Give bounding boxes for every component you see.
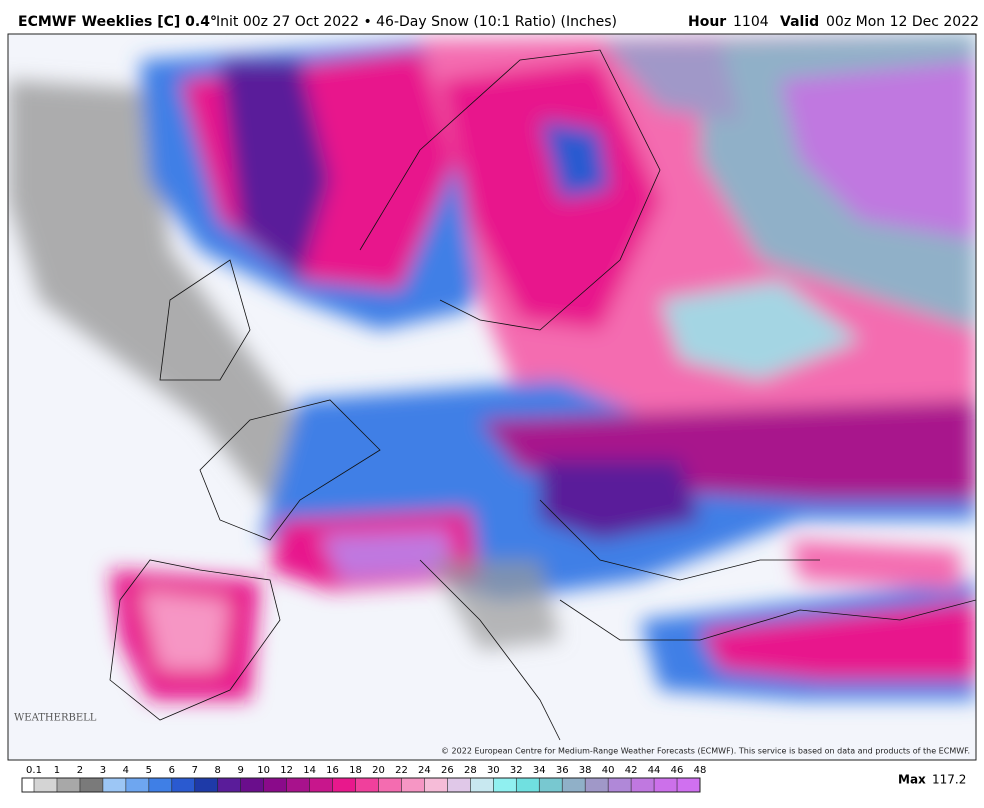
snow-field: WEATHERBELL © 2022 European Centre for M… bbox=[8, 34, 976, 760]
colorbar-segment bbox=[677, 778, 700, 792]
header: ECMWF Weeklies [C] 0.4° Init 00z 27 Oct … bbox=[18, 14, 979, 30]
colorbar-segment bbox=[631, 778, 655, 792]
colorbar-segment bbox=[424, 778, 448, 792]
colorbar-tick-label: 36 bbox=[556, 765, 569, 776]
colorbar-tick-label: 34 bbox=[533, 765, 546, 776]
colorbar-tick-label: 12 bbox=[280, 765, 293, 776]
map-frame bbox=[7, 33, 977, 761]
colorbar-tick-label: 10 bbox=[257, 765, 270, 776]
colorbar-tick-label: 9 bbox=[238, 765, 244, 776]
max-label: Max bbox=[898, 773, 926, 787]
colorbar-tick-label: 38 bbox=[579, 765, 592, 776]
colorbar-tick-label: 3 bbox=[100, 765, 106, 776]
colorbar-segment bbox=[585, 778, 609, 792]
colorbar-tick-label: 2 bbox=[77, 765, 83, 776]
colorbar-segment bbox=[309, 778, 333, 792]
logo: WEATHERBELL bbox=[14, 713, 97, 724]
valid-label: Valid bbox=[780, 14, 819, 30]
valid-value: 00z Mon 12 Dec 2022 bbox=[826, 14, 979, 30]
colorbar-segment bbox=[608, 778, 632, 792]
colorbar-tick-label: 5 bbox=[146, 765, 152, 776]
run-info: Init 00z 27 Oct 2022 • 46-Day Snow (10:1… bbox=[216, 14, 617, 30]
colorbar-segment bbox=[470, 778, 494, 792]
colorbar-tick-label: 44 bbox=[648, 765, 661, 776]
colorbar-segment bbox=[79, 778, 103, 792]
colorbar-tick-label: 32 bbox=[510, 765, 523, 776]
colorbar-segment bbox=[493, 778, 517, 792]
colorbar-tick-label: 0.1 bbox=[26, 765, 42, 776]
copyright: © 2022 European Centre for Medium-Range … bbox=[441, 747, 970, 756]
colorbar-segment bbox=[447, 778, 471, 792]
colorbar-tick-label: 14 bbox=[303, 765, 316, 776]
colorbar-segment bbox=[194, 778, 218, 792]
coastlines bbox=[109, 49, 976, 741]
colorbar-segment bbox=[286, 778, 310, 792]
colorbar-tick-label: 22 bbox=[395, 765, 408, 776]
colorbar-segment bbox=[217, 778, 241, 792]
colorbar-segment bbox=[125, 778, 149, 792]
colorbar-tick-label: 46 bbox=[671, 765, 684, 776]
colorbar-segment bbox=[516, 778, 540, 792]
colorbar-segment bbox=[171, 778, 195, 792]
colorbar-segment bbox=[102, 778, 126, 792]
colorbar-tick-label: 48 bbox=[694, 765, 707, 776]
colorbar-tick-label: 1 bbox=[54, 765, 60, 776]
colorbar-tick-label: 26 bbox=[441, 765, 454, 776]
colorbar-segment bbox=[56, 778, 80, 792]
colorbar-segment bbox=[562, 778, 586, 792]
colorbar-segment bbox=[378, 778, 402, 792]
colorbar-tick-label: 8 bbox=[215, 765, 221, 776]
colorbar-tick-label: 4 bbox=[123, 765, 129, 776]
colorbar-tick-label: 24 bbox=[418, 765, 431, 776]
colorbar: 0.1 1 2 3 4 5 6 7 8 9 10 12 14 16 18 20 22 24 26 28 30 32 34 36… bbox=[21, 765, 707, 793]
hour-value: 1104 bbox=[733, 14, 769, 30]
colorbar-tick-label: 7 bbox=[192, 765, 198, 776]
colorbar-tick-label: 6 bbox=[169, 765, 175, 776]
colorbar-tick-label: 40 bbox=[602, 765, 615, 776]
colorbar-segment bbox=[34, 778, 57, 792]
colorbar-tick-label: 28 bbox=[464, 765, 477, 776]
colorbar-tick-label: 18 bbox=[349, 765, 362, 776]
colorbar-segment bbox=[654, 778, 678, 792]
colorbar-tick-label: 16 bbox=[326, 765, 339, 776]
hour-label: Hour bbox=[688, 14, 726, 30]
colorbar-segment bbox=[263, 778, 287, 792]
colorbar-segment bbox=[355, 778, 379, 792]
colorbar-segment bbox=[332, 778, 356, 792]
colorbar-tick-label: 20 bbox=[372, 765, 385, 776]
colorbar-segment bbox=[401, 778, 425, 792]
colorbar-segment bbox=[539, 778, 563, 792]
colorbar-segment bbox=[240, 778, 264, 792]
max-value: 117.2 bbox=[932, 773, 966, 787]
colorbar-tick-label: 30 bbox=[487, 765, 500, 776]
colorbar-segment bbox=[22, 778, 34, 792]
colorbar-tick-label: 42 bbox=[625, 765, 638, 776]
model-title: ECMWF Weeklies [C] 0.4° bbox=[18, 14, 217, 30]
colorbar-segment bbox=[148, 778, 172, 792]
